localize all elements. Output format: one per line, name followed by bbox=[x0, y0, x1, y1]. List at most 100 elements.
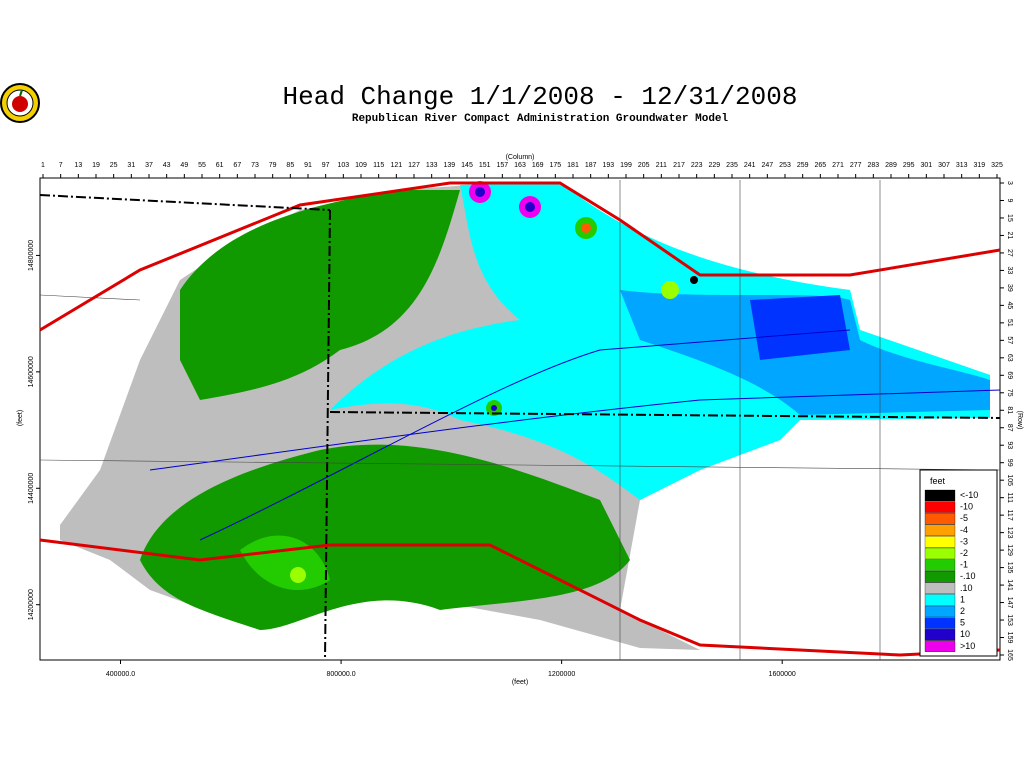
row-tick-label: 117 bbox=[1006, 510, 1013, 521]
legend: feet <-10 -10-5 -4-3 -2 -1-.10 .101 2 510 >10 bbox=[919, 469, 998, 657]
column-tick-label: 169 bbox=[532, 162, 544, 169]
row-tick-label: 99 bbox=[1006, 459, 1013, 467]
row-tick-label: 81 bbox=[1006, 406, 1013, 414]
column-tick-label: 85 bbox=[286, 162, 294, 169]
legend-label: 1 bbox=[960, 594, 965, 604]
column-tick-label: 49 bbox=[180, 162, 188, 169]
row-tick-label: 57 bbox=[1006, 336, 1013, 344]
legend-swatch bbox=[924, 617, 956, 629]
column-tick-label: 223 bbox=[691, 162, 703, 169]
legend-swatch bbox=[924, 582, 956, 594]
row-tick-label: 165 bbox=[1006, 649, 1013, 661]
column-tick-label: 229 bbox=[708, 162, 720, 169]
legend-swatch bbox=[924, 571, 956, 583]
row-tick-label: 105 bbox=[1006, 474, 1013, 486]
legend-label: <-10 bbox=[960, 490, 978, 500]
column-tick-label: 139 bbox=[443, 162, 455, 169]
legend-label: -1 bbox=[960, 560, 968, 570]
column-tick-label: 19 bbox=[92, 162, 100, 169]
y-tick-label: 14200000 bbox=[28, 589, 35, 620]
column-tick-label: 151 bbox=[479, 162, 491, 169]
column-tick-label: 109 bbox=[355, 162, 367, 169]
column-tick-label: 307 bbox=[938, 162, 950, 169]
column-tick-label: 313 bbox=[956, 162, 968, 169]
legend-label: 5 bbox=[960, 618, 965, 628]
column-tick-label: 73 bbox=[251, 162, 259, 169]
row-tick-label: 135 bbox=[1006, 562, 1013, 574]
legend-title: feet bbox=[930, 476, 946, 486]
legend-label: >10 bbox=[960, 641, 975, 651]
row-tick-label: 9 bbox=[1006, 199, 1013, 203]
column-tick-label: 187 bbox=[585, 162, 597, 169]
column-tick-label: 235 bbox=[726, 162, 738, 169]
legend-label: -2 bbox=[960, 548, 968, 558]
row-tick-label: 33 bbox=[1006, 267, 1013, 275]
column-tick-label: 13 bbox=[74, 162, 82, 169]
x-tick-label: 400000.0 bbox=[106, 671, 135, 678]
column-tick-label: 319 bbox=[973, 162, 985, 169]
column-tick-label: 259 bbox=[797, 162, 809, 169]
legend-swatch bbox=[924, 547, 956, 560]
row-tick-label: 159 bbox=[1006, 632, 1013, 644]
column-tick-label: 79 bbox=[269, 162, 277, 169]
map-area bbox=[39, 177, 1001, 661]
legend-label: -3 bbox=[960, 536, 968, 546]
column-tick-label: 181 bbox=[567, 162, 579, 169]
column-tick-label: 247 bbox=[761, 162, 773, 169]
row-tick-label: 3 bbox=[1006, 181, 1013, 185]
row-tick-label: 141 bbox=[1006, 579, 1013, 591]
legend-label: .10 bbox=[960, 583, 973, 593]
legend-label: -.10 bbox=[960, 571, 976, 581]
row-tick-label: 111 bbox=[1006, 492, 1013, 503]
column-tick-label: 325 bbox=[991, 162, 1003, 169]
column-axis-label: (Column) bbox=[506, 154, 535, 161]
row-tick-label: 15 bbox=[1006, 214, 1013, 222]
column-tick-label: 175 bbox=[549, 162, 561, 169]
column-tick-label: 91 bbox=[304, 162, 312, 169]
column-tick-label: 31 bbox=[127, 162, 135, 169]
subtitle: Republican River Compact Administration … bbox=[352, 113, 729, 125]
y-tick-label: 14400000 bbox=[28, 473, 35, 504]
y-tick-label: 14800000 bbox=[28, 240, 35, 271]
legend-swatch bbox=[924, 536, 956, 548]
legend-swatch bbox=[924, 501, 956, 513]
column-tick-label: 25 bbox=[110, 162, 118, 169]
legend-label: -5 bbox=[960, 513, 968, 523]
column-tick-label: 289 bbox=[885, 162, 897, 169]
legend-swatch bbox=[924, 629, 956, 641]
column-tick-label: 127 bbox=[408, 162, 420, 169]
row-tick-label: 63 bbox=[1006, 354, 1013, 362]
column-tick-label: 157 bbox=[496, 162, 508, 169]
row-tick-label: 21 bbox=[1006, 232, 1013, 240]
column-tick-label: 199 bbox=[620, 162, 632, 169]
legend-label: -10 bbox=[960, 502, 973, 512]
row-tick-label: 147 bbox=[1006, 597, 1013, 609]
column-tick-label: 253 bbox=[779, 162, 791, 169]
row-axis-label: (Row) bbox=[1016, 411, 1023, 430]
row-tick-label: 69 bbox=[1006, 371, 1013, 379]
column-tick-label: 1 bbox=[41, 162, 45, 169]
legend-label: 10 bbox=[960, 629, 970, 639]
column-tick-label: 67 bbox=[233, 162, 241, 169]
column-tick-label: 265 bbox=[814, 162, 826, 169]
legend-label: -4 bbox=[960, 525, 968, 535]
row-tick-label: 75 bbox=[1006, 389, 1013, 397]
legend-swatch bbox=[924, 594, 956, 606]
column-tick-label: 301 bbox=[920, 162, 932, 169]
row-tick-label: 27 bbox=[1006, 249, 1013, 257]
logo bbox=[0, 83, 40, 123]
legend-swatch bbox=[924, 513, 956, 525]
column-tick-label: 61 bbox=[216, 162, 224, 169]
x-axis-label: (feet) bbox=[512, 679, 528, 686]
column-tick-label: 295 bbox=[903, 162, 915, 169]
legend-swatch bbox=[924, 489, 956, 502]
column-tick-label: 241 bbox=[744, 162, 756, 169]
y-tick-label: 14600000 bbox=[28, 356, 35, 387]
row-tick-label: 87 bbox=[1006, 424, 1013, 432]
column-tick-label: 103 bbox=[337, 162, 349, 169]
legend-swatch bbox=[924, 605, 956, 618]
column-tick-label: 55 bbox=[198, 162, 206, 169]
x-tick-label: 800000.0 bbox=[326, 671, 355, 678]
column-tick-label: 145 bbox=[461, 162, 473, 169]
